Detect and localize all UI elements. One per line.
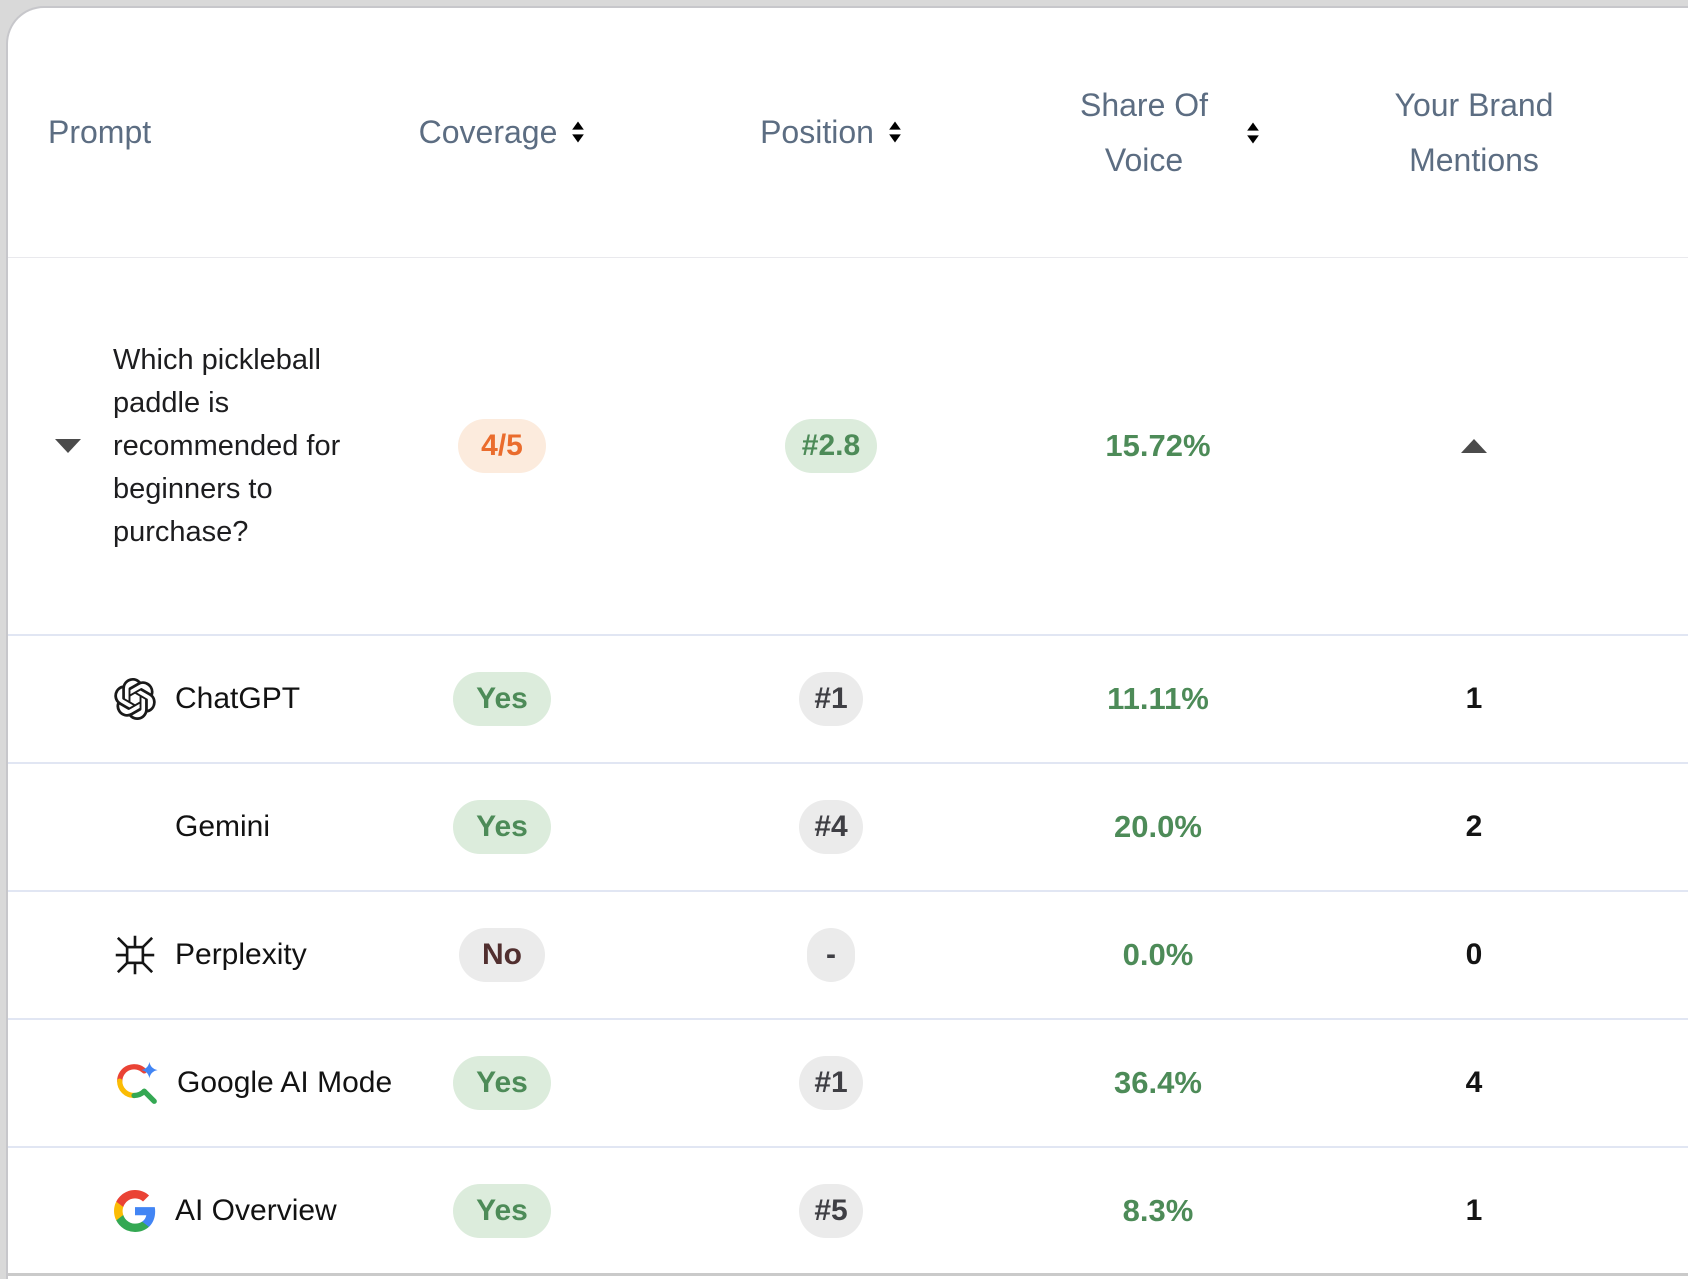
brand-mentions-value: 0 xyxy=(1465,938,1483,971)
platform-name: Gemini xyxy=(175,810,271,843)
platform-name: ChatGPT xyxy=(175,682,301,715)
column-header-position[interactable]: Position xyxy=(606,105,1056,159)
share-of-voice-value: 11.11% xyxy=(1107,681,1209,716)
column-header-prompt: Prompt xyxy=(8,105,398,159)
coverage-badge: Yes xyxy=(453,800,551,854)
prompts-table-card: Prompt Coverage Position Share Of Voice … xyxy=(6,6,1688,1279)
position-badge: - xyxy=(807,928,855,982)
column-label: Your Brand Mentions xyxy=(1394,87,1554,178)
platform-name: Perplexity xyxy=(175,938,307,971)
brand-mentions-value: 1 xyxy=(1465,1193,1483,1227)
share-of-voice-value: 8.3% xyxy=(1122,1192,1194,1228)
brand-mentions-value: 2 xyxy=(1465,810,1483,843)
position-badge: #2.8 xyxy=(784,419,878,473)
column-header-coverage[interactable]: Coverage xyxy=(398,105,606,159)
table-header: Prompt Coverage Position Share Of Voice … xyxy=(8,8,1688,258)
collapse-caret-icon[interactable] xyxy=(53,436,83,456)
platform-row: Perplexity No - 0.0% 0 xyxy=(8,892,1688,1020)
column-label: Share Of Voice xyxy=(1079,87,1209,178)
share-of-voice-value: 20.0% xyxy=(1114,809,1202,844)
chatgpt-icon xyxy=(113,678,157,720)
column-header-brand-mentions: Your Brand Mentions xyxy=(1260,78,1688,187)
platform-name: AI Overview xyxy=(175,1193,337,1227)
position-badge: #5 xyxy=(799,1183,863,1238)
position-badge: #1 xyxy=(799,1056,863,1110)
brand-mentions-value: 1 xyxy=(1465,682,1483,715)
coverage-badge: Yes xyxy=(453,1183,551,1238)
position-badge: #1 xyxy=(799,672,863,726)
share-of-voice-value: 36.4% xyxy=(1114,1065,1202,1100)
column-label: Position xyxy=(760,114,874,151)
position-badge: #4 xyxy=(799,800,863,854)
platform-rows: ChatGPT Yes #1 11.11% 1 Gemini Yes #4 20… xyxy=(8,636,1688,1276)
platform-row: AI Overview Yes #5 8.3% 1 xyxy=(8,1148,1688,1276)
column-header-share-of-voice[interactable]: Share Of Voice xyxy=(1056,78,1260,187)
coverage-badge: No xyxy=(459,928,545,982)
collapse-arrow-icon[interactable] xyxy=(1459,436,1489,456)
sort-icon[interactable] xyxy=(1246,121,1260,145)
coverage-badge: 4/5 xyxy=(458,419,546,473)
share-of-voice-value: 15.72% xyxy=(1105,428,1211,463)
platform-name: Google AI Mode xyxy=(177,1066,393,1099)
column-label: Coverage xyxy=(418,114,558,151)
gemini-icon xyxy=(113,806,157,848)
sort-icon[interactable] xyxy=(571,120,585,144)
coverage-badge: Yes xyxy=(453,672,551,726)
brand-mentions-value: 4 xyxy=(1465,1066,1483,1099)
google-icon xyxy=(113,1190,157,1232)
google-ai-mode-icon xyxy=(113,1060,159,1106)
perplexity-icon xyxy=(113,934,157,976)
prompt-text: Which pickleball paddle is recommended f… xyxy=(113,343,341,548)
share-of-voice-value: 0.0% xyxy=(1122,937,1194,972)
coverage-badge: Yes xyxy=(453,1056,551,1110)
sort-icon[interactable] xyxy=(888,120,902,144)
platform-row: Google AI Mode Yes #1 36.4% 4 xyxy=(8,1020,1688,1148)
column-label: Prompt xyxy=(48,114,152,151)
platform-row: Gemini Yes #4 20.0% 2 xyxy=(8,764,1688,892)
prompt-row[interactable]: Which pickleball paddle is recommended f… xyxy=(8,258,1688,636)
platform-row: ChatGPT Yes #1 11.11% 1 xyxy=(8,636,1688,764)
